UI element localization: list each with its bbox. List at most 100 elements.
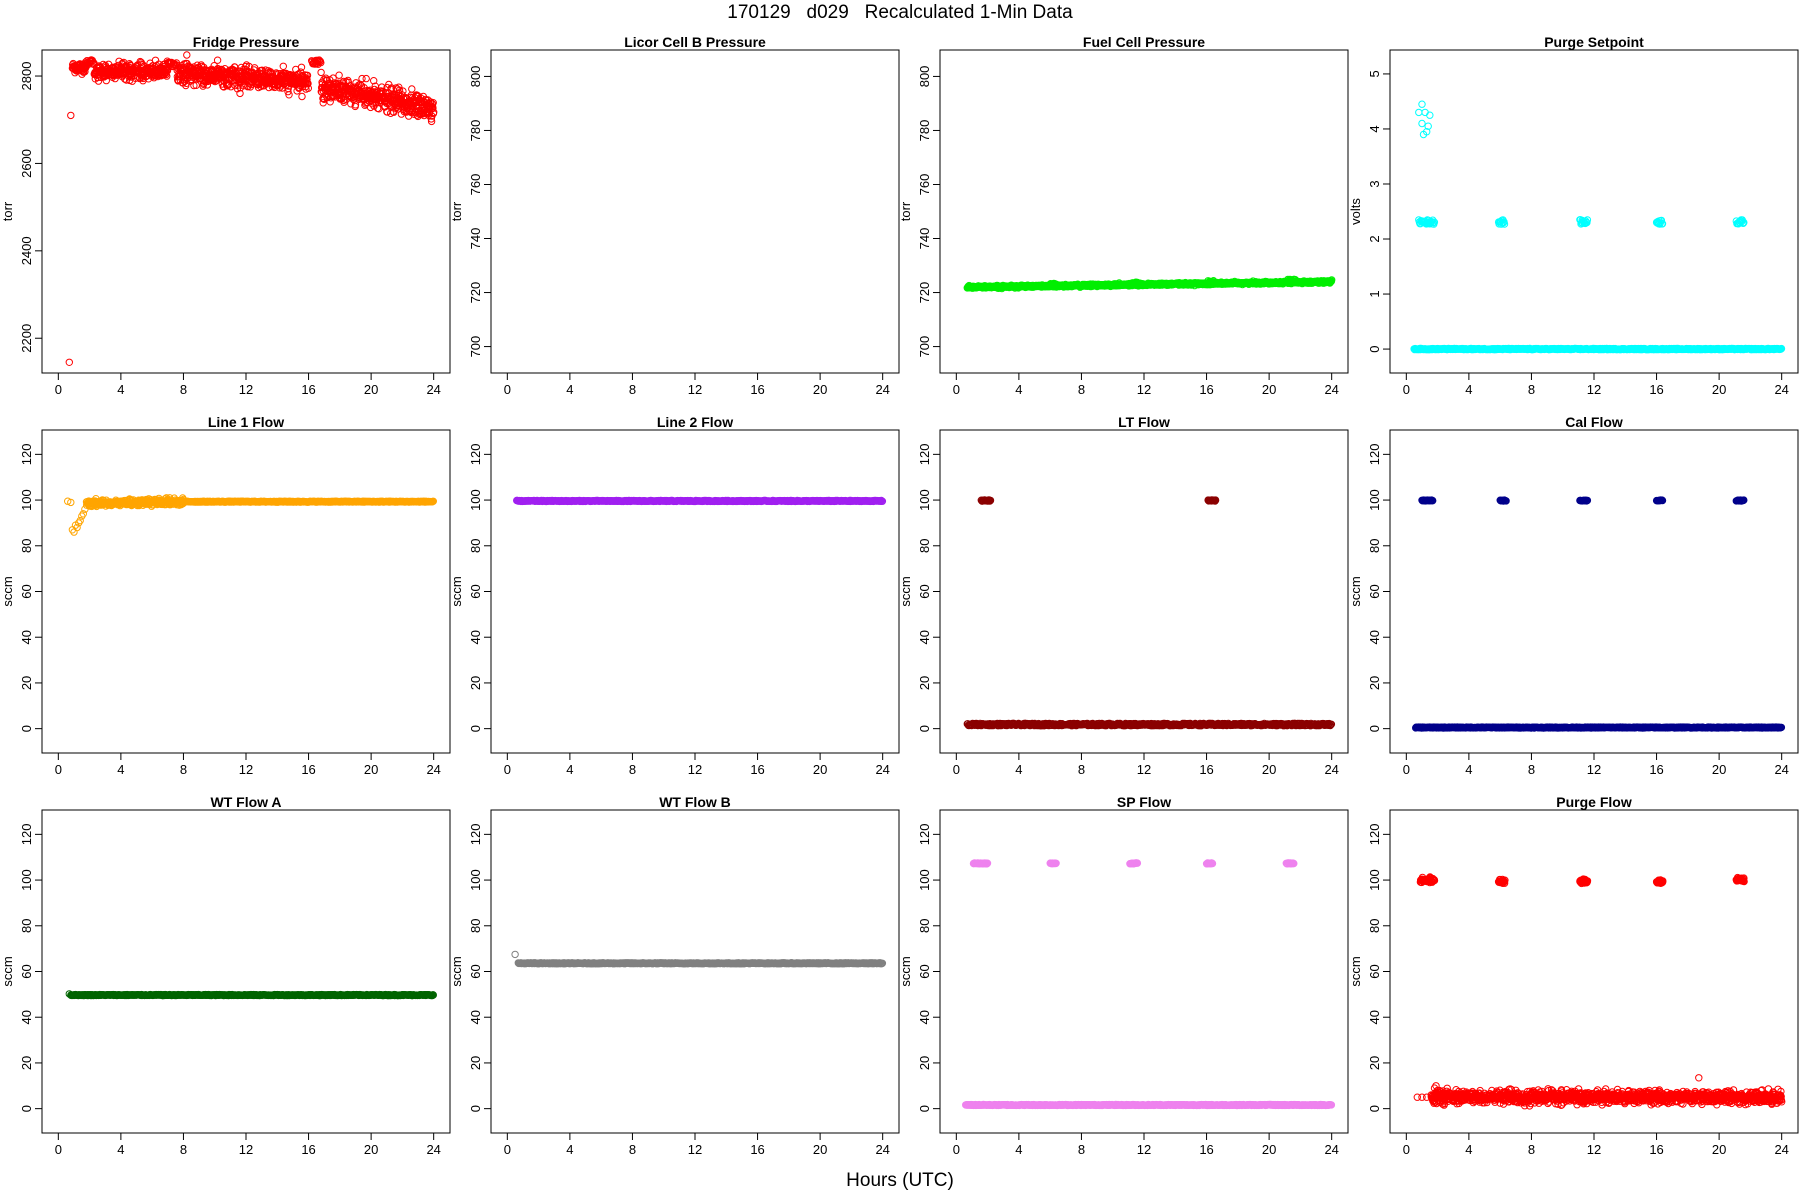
x-tick-label: 0	[504, 762, 511, 777]
x-tick-label: 24	[426, 382, 440, 397]
data-point	[236, 89, 244, 98]
data-point	[1583, 218, 1591, 227]
data-point	[239, 82, 248, 90]
x-tick-label: 12	[688, 382, 702, 397]
plot-frame	[490, 49, 900, 374]
data-point	[335, 71, 343, 79]
data-point	[1658, 220, 1667, 228]
x-tick-label: 20	[1712, 382, 1726, 397]
data-point	[163, 72, 171, 80]
data-point	[430, 108, 438, 117]
y-axis-label: sccm	[449, 576, 464, 606]
data-point	[67, 498, 75, 507]
x-tick-label: 24	[426, 762, 440, 777]
data-point	[317, 68, 325, 77]
y-tick-label: 1	[1367, 290, 1382, 297]
y-tick-label: 120	[19, 443, 34, 465]
data-point	[1499, 219, 1508, 227]
y-tick-label: 60	[19, 584, 34, 598]
y-tick-label: 80	[19, 539, 34, 553]
y-tick-label: 2400	[19, 236, 34, 265]
x-tick-label: 8	[1078, 382, 1085, 397]
x-tick-label: 4	[1015, 382, 1022, 397]
x-tick-label: 20	[813, 382, 827, 397]
panel-title: Fuel Cell Pressure	[1083, 34, 1205, 50]
x-tick-label: 24	[875, 762, 889, 777]
plot-frame	[1389, 49, 1799, 374]
data-point	[303, 71, 312, 80]
data-point	[183, 51, 191, 59]
data-point	[179, 79, 187, 87]
x-tick-label: 12	[1587, 382, 1601, 397]
x-tick-label: 24	[875, 382, 889, 397]
data-point	[1052, 281, 1060, 289]
data-point	[1500, 220, 1509, 228]
data-point	[1328, 276, 1336, 284]
x-tick-label: 20	[813, 762, 827, 777]
data-point	[279, 62, 287, 71]
data-point	[370, 77, 378, 85]
y-tick-label: 2	[1367, 235, 1382, 242]
y-tick-label: 780	[468, 120, 483, 142]
y-tick-label: 20	[468, 676, 483, 690]
data-point	[408, 85, 416, 93]
y-tick-label: 800	[468, 66, 483, 88]
data-point	[317, 58, 325, 67]
y-tick-label: 780	[917, 120, 932, 142]
data-point	[162, 68, 170, 76]
y-tick-label: 0	[1367, 345, 1382, 352]
data-point	[304, 79, 312, 88]
y-tick-label: 80	[468, 539, 483, 553]
x-tick-label: 24	[1774, 382, 1788, 397]
data-point	[65, 358, 74, 366]
x-tick-label: 0	[504, 382, 511, 397]
data-points	[513, 496, 887, 506]
data-point	[285, 91, 293, 99]
y-tick-label: 720	[468, 282, 483, 304]
data-point	[76, 516, 84, 525]
data-point	[1430, 218, 1439, 226]
y-tick-label: 760	[917, 174, 932, 196]
data-point	[298, 92, 306, 101]
x-tick-label: 16	[1199, 382, 1213, 397]
y-tick-label: 100	[468, 489, 483, 511]
x-tick-label: 8	[180, 762, 187, 777]
y-tick-label: 2800	[19, 62, 34, 91]
x-tick-label: 0	[953, 382, 960, 397]
data-point	[1424, 122, 1432, 130]
y-tick-label: 800	[917, 66, 932, 88]
data-point	[427, 117, 436, 126]
y-tick-label: 40	[468, 630, 483, 644]
data-point	[73, 523, 81, 532]
data-point	[429, 99, 437, 107]
data-point	[429, 104, 437, 113]
data-point	[1777, 344, 1786, 353]
x-tick-label: 16	[301, 762, 315, 777]
y-tick-label: 760	[468, 174, 483, 196]
data-point	[399, 87, 407, 95]
data-point	[429, 497, 437, 505]
data-point	[362, 74, 370, 83]
data-points	[963, 275, 1336, 293]
data-point	[351, 101, 360, 109]
data-point	[1583, 216, 1592, 224]
y-tick-label: 4	[1367, 125, 1382, 132]
data-point	[1421, 108, 1429, 117]
data-point	[1740, 218, 1748, 227]
data-point	[81, 67, 89, 76]
data-point	[1051, 280, 1060, 288]
y-axis-label: volts	[1348, 198, 1363, 225]
x-tick-label: 4	[566, 762, 573, 777]
data-point	[1210, 278, 1218, 286]
data-point	[283, 70, 292, 79]
data-point	[428, 100, 437, 108]
plot-frame	[41, 429, 451, 754]
data-point	[250, 64, 259, 72]
x-tick-label: 8	[180, 382, 187, 397]
page-title: 170129 d029 Recalculated 1-Min Data	[727, 2, 1073, 23]
